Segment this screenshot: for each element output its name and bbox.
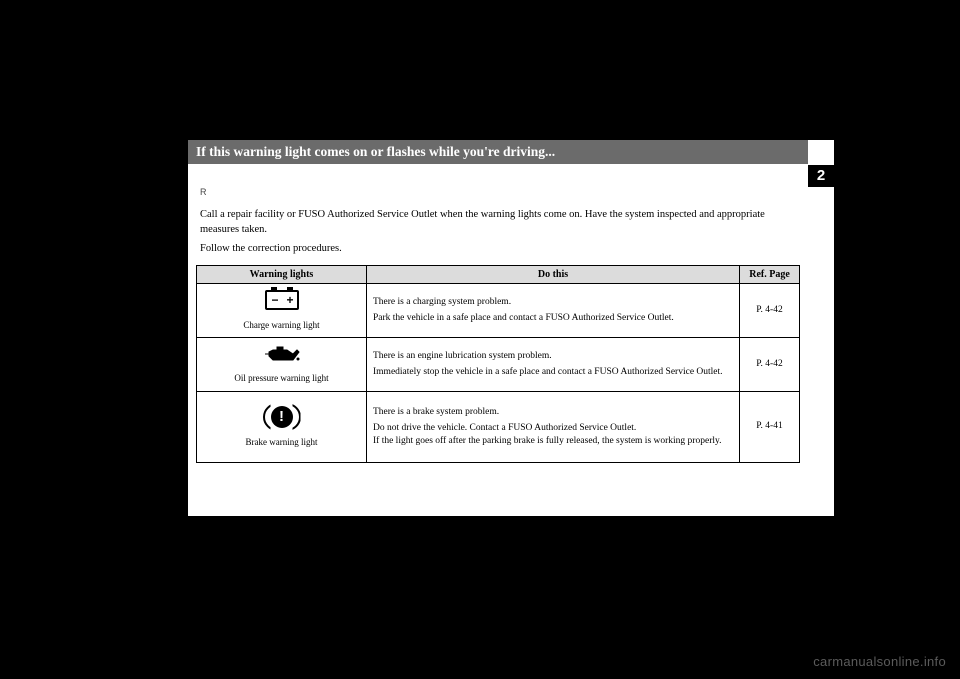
battery-plus-icon: + (286, 294, 293, 306)
intro-line-2: Follow the correction procedures. (200, 241, 788, 256)
do-title: There is a charging system problem. (373, 296, 733, 309)
do-this-cell: There is a charging system problem. Park… (367, 283, 740, 337)
table-row: ! Brake warning light There is a brake s… (197, 391, 800, 462)
col-header-lights: Warning lights (197, 265, 367, 283)
chapter-tab-number: 2 (808, 165, 834, 187)
do-body: Immediately stop the vehicle in a safe p… (373, 366, 733, 379)
brake-exclamation-icon: ! (271, 406, 293, 428)
icon-label: Brake warning light (203, 436, 360, 448)
intro-line-1: Call a repair facility or FUSO Authorize… (200, 207, 788, 237)
warning-light-cell: ! Brake warning light (197, 391, 367, 462)
ref-page: P. 4-41 (740, 391, 800, 462)
intro-block: R Call a repair facility or FUSO Authori… (188, 164, 808, 265)
col-header-do: Do this (367, 265, 740, 283)
table-header-row: Warning lights Do this Ref. Page (197, 265, 800, 283)
table-row: Oil pressure warning light There is an e… (197, 337, 800, 391)
warning-light-cell: Oil pressure warning light (197, 337, 367, 391)
warning-light-cell: − + Charge warning light (197, 283, 367, 337)
revision-marker: R (200, 186, 788, 199)
icon-label: Charge warning light (203, 319, 360, 331)
side-tab: 2 (808, 140, 834, 516)
watermark-text: carmanualsonline.info (813, 654, 946, 669)
manual-page: If this warning light comes on or flashe… (188, 140, 808, 516)
do-title: There is an engine lubrication system pr… (373, 350, 733, 363)
do-title: There is a brake system problem. (373, 406, 733, 419)
battery-minus-icon: − (272, 294, 279, 306)
section-title: If this warning light comes on or flashe… (196, 144, 555, 159)
ref-page: P. 4-42 (740, 337, 800, 391)
do-body: Park the vehicle in a safe place and con… (373, 312, 733, 325)
col-header-ref: Ref. Page (740, 265, 800, 283)
oil-can-icon (263, 344, 301, 369)
section-header: If this warning light comes on or flashe… (188, 140, 808, 164)
table-row: − + Charge warning light There is a char… (197, 283, 800, 337)
do-this-cell: There is a brake system problem. Do not … (367, 391, 740, 462)
do-this-cell: There is an engine lubrication system pr… (367, 337, 740, 391)
do-body: Do not drive the vehicle. Contact a FUSO… (373, 422, 733, 448)
icon-label: Oil pressure warning light (203, 372, 360, 384)
battery-icon: − + (265, 290, 299, 310)
warning-table: Warning lights Do this Ref. Page − + Cha… (196, 265, 800, 463)
ref-page: P. 4-42 (740, 283, 800, 337)
